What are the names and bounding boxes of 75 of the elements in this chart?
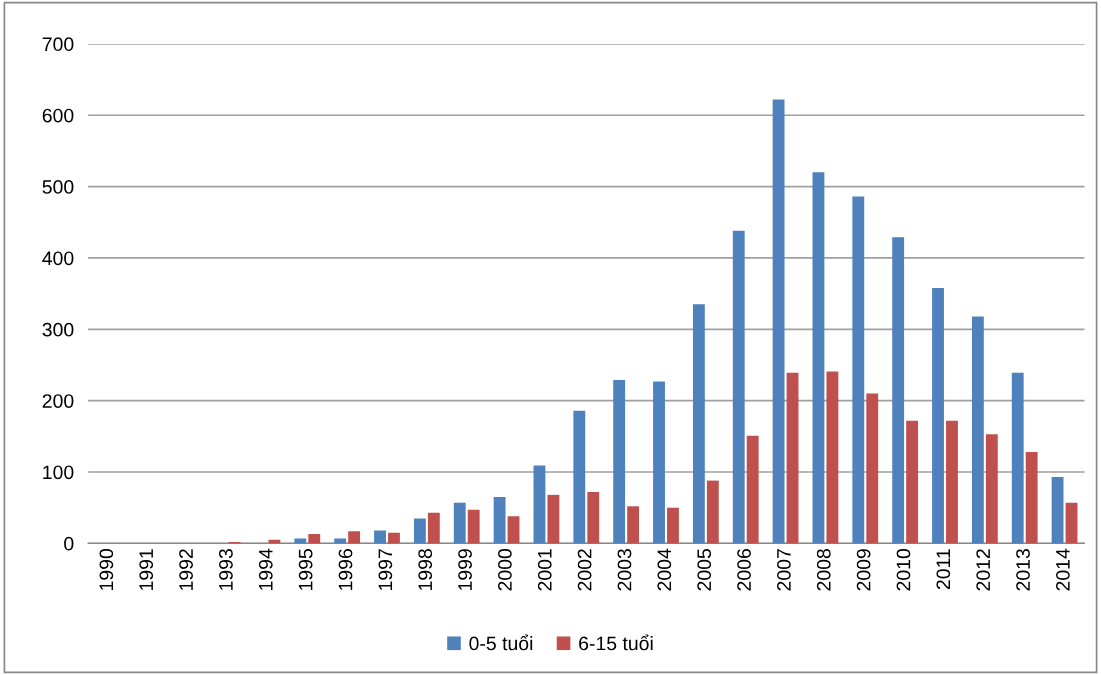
bar	[866, 393, 879, 544]
bar	[732, 230, 745, 544]
bar	[374, 530, 386, 544]
legend-label: 6-15 tuổi	[579, 634, 653, 651]
bar	[427, 512, 440, 544]
bar	[573, 410, 586, 544]
y-tick-label: 700	[42, 37, 74, 52]
bar	[746, 435, 759, 544]
bar	[467, 509, 480, 544]
x-tick-label: 1990	[99, 548, 114, 591]
bar	[812, 172, 825, 544]
x-tick-label: 2000	[498, 548, 512, 591]
bar	[388, 532, 400, 544]
x-tick-label: 2003	[617, 549, 632, 591]
bar	[1065, 502, 1078, 544]
x-tick-label: 1995	[298, 549, 313, 591]
x-tick-label: 2007	[777, 549, 791, 591]
bar	[587, 492, 600, 544]
bar	[852, 196, 865, 544]
x-tick-label: 1998	[418, 549, 433, 591]
bar	[706, 480, 719, 544]
bar	[1011, 372, 1024, 544]
bar	[906, 420, 919, 544]
bar	[348, 531, 361, 544]
x-tick-label: 2006	[737, 549, 751, 591]
x-tick-label: 2014	[1056, 548, 1070, 591]
bar	[786, 372, 799, 544]
bar	[627, 506, 640, 544]
x-tick-label: 2002	[577, 549, 592, 591]
bar	[692, 304, 705, 544]
x-tick-label: 2011	[936, 549, 951, 590]
x-tick-label: 2010	[896, 548, 911, 591]
x-tick-label: 1996	[338, 549, 353, 591]
x-tick-label: 1994	[258, 548, 273, 591]
x-tick-label: 1999	[458, 549, 472, 591]
x-tick-label: 2001	[537, 549, 552, 591]
bar	[772, 99, 785, 544]
x-tick-label: 2009	[856, 549, 871, 591]
bar	[413, 518, 426, 544]
bar	[971, 316, 984, 544]
bar	[493, 496, 506, 544]
x-tick-label: 1993	[219, 549, 233, 591]
x-tick-label: 2008	[816, 549, 831, 591]
x-tick-label: 2004	[657, 548, 672, 591]
bar	[294, 538, 307, 544]
bar	[1051, 477, 1064, 544]
bar	[613, 379, 626, 544]
y-tick-label: 400	[42, 251, 74, 266]
bar	[932, 287, 944, 544]
bar	[533, 465, 546, 544]
x-tick-label: 2012	[976, 549, 991, 591]
y-tick-label: 600	[42, 108, 74, 123]
bar	[507, 516, 520, 544]
bar	[547, 494, 560, 544]
x-tick-label: 1997	[378, 549, 393, 591]
y-tick-label: 200	[42, 394, 74, 408]
bar	[892, 237, 905, 544]
x-tick-label: 2013	[1016, 549, 1030, 591]
bar	[667, 507, 679, 544]
bar	[1025, 452, 1038, 544]
bar	[334, 538, 347, 544]
legend-label: 0-5 tuổi	[469, 634, 533, 651]
bar	[308, 534, 321, 544]
x-tick-label: 1991	[139, 549, 154, 591]
y-tick-label: 0	[64, 536, 74, 551]
bar	[985, 434, 998, 544]
x-tick-label: 1992	[179, 549, 193, 591]
bar	[826, 371, 839, 544]
bar	[453, 502, 466, 544]
bar	[946, 420, 958, 544]
x-tick-label: 2005	[697, 549, 712, 591]
y-tick-label: 500	[42, 180, 74, 194]
bar	[653, 381, 665, 544]
y-tick-label: 300	[42, 322, 74, 337]
y-tick-label: 100	[43, 465, 74, 480]
